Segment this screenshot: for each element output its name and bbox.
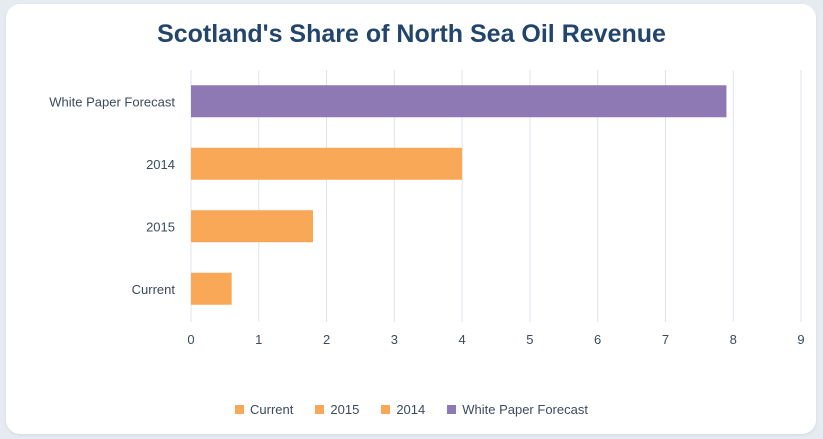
- y-category-label: 2015: [146, 219, 175, 234]
- bar-white-paper-forecast: [191, 85, 727, 118]
- legend-swatch: [447, 405, 457, 414]
- bar-2014: [191, 147, 463, 180]
- legend-item: White Paper Forecast: [447, 402, 588, 417]
- x-tick-label: 9: [797, 332, 804, 347]
- legend-swatch: [315, 405, 325, 414]
- legend-swatch: [381, 405, 391, 414]
- y-category-label: 2014: [146, 157, 175, 172]
- chart-title: Scotland's Share of North Sea Oil Revenu…: [157, 20, 666, 48]
- legend-label: White Paper Forecast: [462, 402, 588, 417]
- legend-label: 2014: [396, 402, 426, 417]
- legend-label: 2015: [330, 402, 360, 417]
- bar-current: [191, 272, 232, 305]
- x-tick-label: 3: [391, 332, 398, 347]
- legend-label: Current: [250, 402, 294, 417]
- y-category-label: Current: [132, 282, 176, 297]
- legend-item: 2014: [381, 402, 425, 417]
- x-tick-label: 6: [594, 332, 601, 347]
- chart-legend: Current 2015 2014 White Paper Forecast: [0, 402, 823, 417]
- x-tick-label: 4: [458, 332, 465, 347]
- x-tick-label: 8: [730, 332, 737, 347]
- x-tick-label: 2: [323, 332, 330, 347]
- x-axis-ticks: 0 1 2 3 4 5 6 7 8 9: [187, 332, 804, 347]
- bar-2015: [191, 210, 313, 243]
- y-axis-labels: Current 2015 2014 White Paper Forecast: [49, 94, 175, 297]
- y-category-label: White Paper Forecast: [49, 94, 175, 109]
- bars: [191, 85, 727, 305]
- x-tick-label: 0: [187, 332, 194, 347]
- legend-item: Current: [235, 402, 293, 417]
- chart-card: [6, 4, 816, 434]
- legend-item: 2015: [315, 402, 359, 417]
- x-tick-label: 7: [662, 332, 669, 347]
- legend-swatch: [235, 405, 245, 414]
- x-tick-label: 1: [255, 332, 262, 347]
- x-tick-label: 5: [526, 332, 533, 347]
